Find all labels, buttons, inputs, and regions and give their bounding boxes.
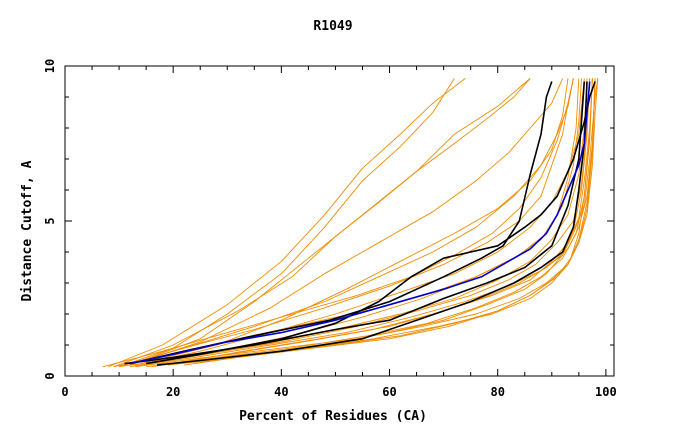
- y-tick-label: 0: [43, 372, 57, 379]
- model-line-15: [113, 78, 580, 368]
- y-axis-label: Distance Cutoff, A: [20, 160, 35, 301]
- model-line-11: [124, 78, 574, 366]
- reference-line-2: [145, 81, 596, 365]
- model-line-8: [113, 78, 531, 368]
- model-line-26: [167, 78, 593, 366]
- model-line-16: [140, 78, 591, 366]
- model-line-13: [135, 78, 585, 366]
- x-tick-label: 80: [490, 385, 504, 399]
- x-tick-label: 20: [166, 385, 180, 399]
- x-tick-label: 100: [595, 385, 617, 399]
- chart-title: R1049: [313, 19, 352, 34]
- plot-lines: [102, 78, 599, 368]
- y-tick-labels: 0 5 10: [43, 59, 57, 380]
- reference-line-3: [156, 81, 588, 366]
- axis-ticks: [64, 65, 614, 377]
- x-tick-label: 0: [61, 385, 68, 399]
- reference-line-1: [129, 81, 553, 365]
- model-line-12: [118, 78, 574, 368]
- model-line-24: [135, 78, 596, 368]
- model-line-27: [146, 78, 596, 368]
- y-tick-label: 10: [43, 59, 57, 73]
- model-line-17: [129, 78, 599, 368]
- model-line-19: [173, 78, 593, 365]
- x-tick-label: 60: [382, 385, 396, 399]
- model-line-21: [183, 78, 591, 366]
- x-axis-label: Percent of Residues (CA): [239, 409, 427, 424]
- model-line-6: [118, 78, 455, 368]
- x-tick-labels: 0 20 40 60 80 100: [61, 385, 616, 399]
- model-line-9: [129, 78, 564, 366]
- highlight-line-4: [129, 81, 591, 365]
- x-tick-label: 40: [274, 385, 288, 399]
- model-line-5: [108, 78, 466, 368]
- y-tick-label: 5: [43, 217, 57, 224]
- reference-line-0: [124, 81, 586, 365]
- model-line-22: [119, 78, 588, 368]
